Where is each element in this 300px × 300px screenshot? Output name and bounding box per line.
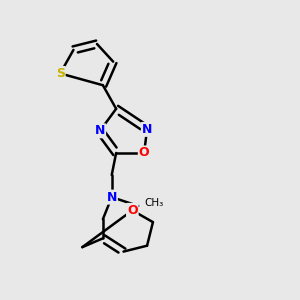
Text: N: N	[142, 123, 152, 136]
Text: N: N	[95, 124, 105, 137]
Text: O: O	[127, 204, 138, 217]
Text: N: N	[106, 190, 117, 204]
Text: O: O	[139, 146, 149, 159]
Text: CH₃: CH₃	[144, 198, 164, 208]
Text: S: S	[56, 67, 65, 80]
